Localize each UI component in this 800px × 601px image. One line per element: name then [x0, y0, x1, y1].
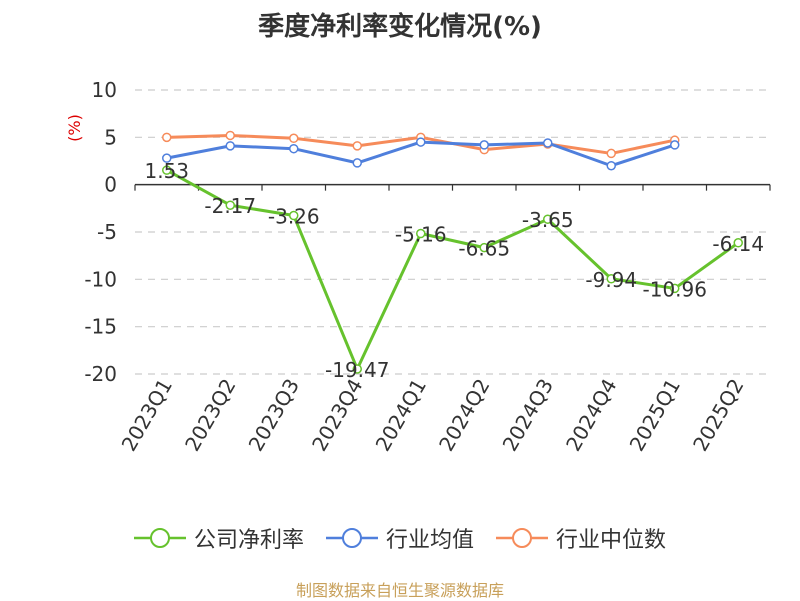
- data-point: [225, 141, 235, 151]
- data-label: -3.26: [268, 205, 320, 229]
- data-point: [670, 140, 680, 150]
- data-point: [416, 228, 426, 239]
- data-label: -10.96: [643, 277, 707, 301]
- x-tick-label: 2025Q2: [688, 375, 748, 456]
- data-label: -6.65: [458, 237, 510, 261]
- x-tick-label: 2024Q1: [371, 375, 431, 456]
- data-label: -19.47: [325, 358, 389, 382]
- x-tick-label: 2024Q4: [561, 375, 621, 456]
- data-point: [543, 214, 553, 224]
- y-tick-label: -5: [97, 220, 117, 244]
- x-tick-label: 2023Q2: [180, 375, 240, 456]
- legend-label: 行业均值: [385, 528, 474, 553]
- legend-item[interactable]: 行业均值: [325, 522, 474, 554]
- data-point: [479, 140, 489, 150]
- data-point: [479, 242, 489, 253]
- legend-swatch-marker: [341, 528, 362, 548]
- y-tick-label: -10: [84, 267, 117, 291]
- y-tick-label: 10: [92, 78, 117, 102]
- data-label: -9.94: [585, 268, 637, 292]
- y-tick-label: -20: [84, 362, 117, 386]
- legend-swatch: [325, 528, 378, 548]
- data-point: [225, 200, 235, 210]
- data-labels: 1.53 -2.17 -3.26 -19.47 -5.16 -6.65 -3.65 -9.94…: [144, 159, 764, 382]
- x-tick-label: 2025Q1: [625, 375, 685, 456]
- source-note: 制图数据来自恒生聚源数据库: [295, 581, 504, 600]
- x-tick-label: 2024Q3: [498, 375, 558, 456]
- legend-swatch-marker: [149, 528, 170, 548]
- chart-title: 季度净利率变化情况(%): [258, 12, 542, 42]
- data-point: [289, 210, 299, 221]
- data-point: [606, 148, 616, 159]
- y-axis-label: (%): [65, 114, 84, 142]
- x-tick-label: 2023Q1: [117, 375, 177, 456]
- data-point: [352, 364, 362, 374]
- data-point: [416, 137, 426, 147]
- legend-swatch-marker: [512, 528, 532, 548]
- data-label: -2.17: [204, 194, 256, 218]
- legend-item[interactable]: 行业中位数: [496, 522, 666, 554]
- y-tick-label: 5: [104, 125, 117, 149]
- data-point: [543, 138, 553, 148]
- data-point: [289, 133, 299, 144]
- legend-swatch: [133, 528, 186, 548]
- data-label: -6.14: [712, 232, 764, 256]
- x-tick-label: 2023Q4: [307, 375, 367, 456]
- data-label: 1.53: [144, 159, 189, 183]
- legend-item[interactable]: 公司净利率: [133, 522, 304, 554]
- y-tick-label: -15: [84, 315, 117, 339]
- data-label: -5.16: [395, 223, 447, 247]
- legend-label: 行业中位数: [556, 528, 667, 553]
- data-point: [733, 238, 743, 248]
- data-point: [289, 143, 299, 154]
- legend: 公司净利率 行业均值 行业中位数: [0, 518, 800, 558]
- data-point: [606, 160, 616, 171]
- series-line: [166, 168, 740, 371]
- data-point: [225, 130, 235, 141]
- series: [162, 130, 743, 374]
- data-point: [162, 153, 172, 163]
- legend-swatch: [496, 528, 548, 548]
- data-label: -3.65: [522, 208, 574, 232]
- x-tick-label: 2023Q3: [244, 375, 304, 456]
- data-point: [352, 141, 362, 151]
- legend-label: 公司净利率: [193, 528, 304, 553]
- data-point: [606, 274, 616, 284]
- data-point: [162, 132, 172, 143]
- x-tick-label: 2024Q2: [434, 375, 494, 456]
- data-point: [352, 158, 362, 168]
- data-point: [670, 283, 680, 294]
- y-tick-label: 0: [104, 173, 117, 197]
- data-point: [162, 165, 172, 175]
